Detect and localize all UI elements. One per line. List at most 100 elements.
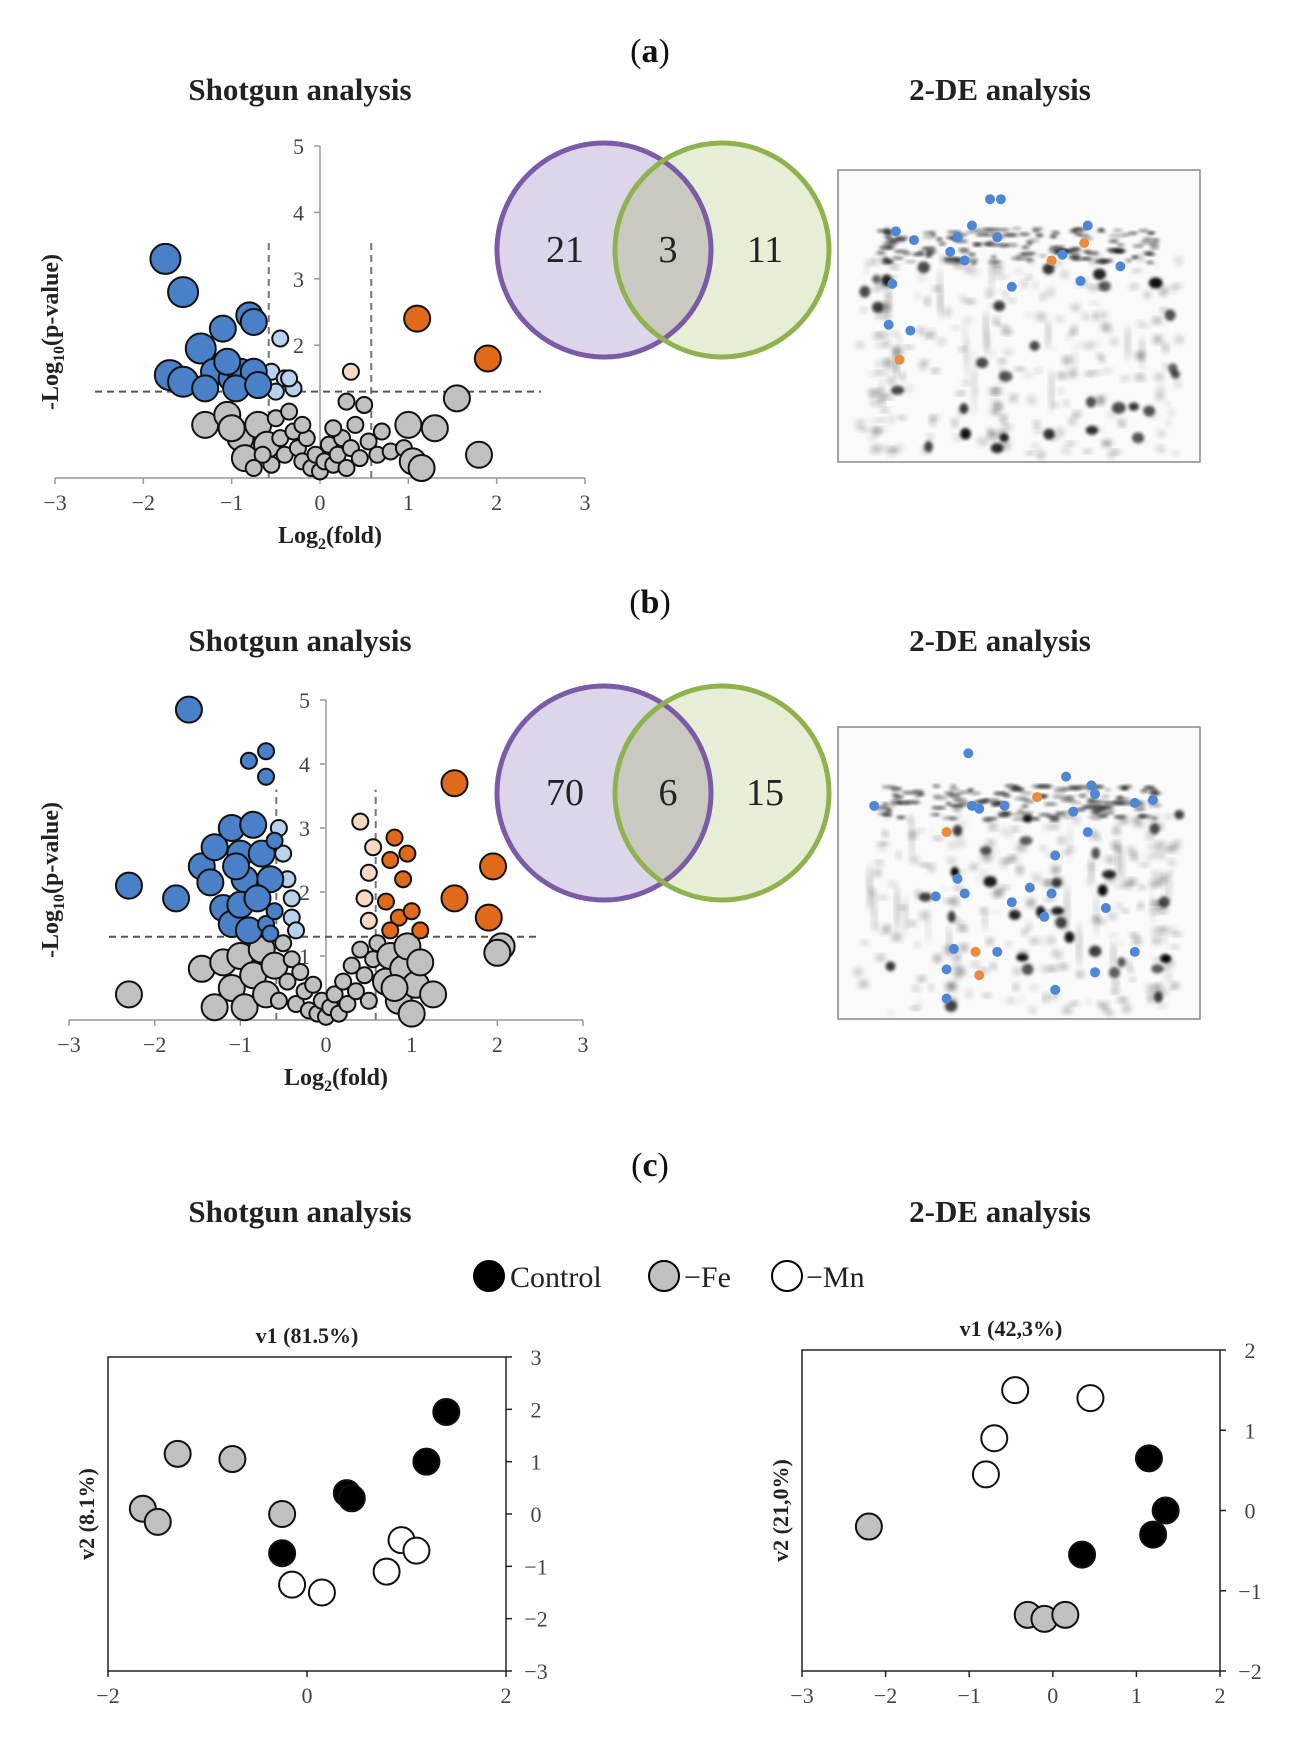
gel-spot [901, 791, 918, 795]
gel-spot [957, 790, 971, 794]
gel-spot [1146, 833, 1154, 839]
gel-spot [1138, 229, 1149, 233]
gel-spot [871, 446, 880, 453]
gel-spot [1159, 898, 1166, 906]
gel-spot [1049, 245, 1066, 250]
panel-label-c: (c) [631, 1147, 669, 1184]
gel-spot [910, 856, 920, 864]
gel-spot [970, 962, 980, 967]
gel-spot [1146, 260, 1154, 265]
data-point-down [114, 871, 143, 900]
gel-spot [1055, 316, 1064, 322]
gel-spot [875, 861, 883, 865]
y-tick-label: −3 [524, 1659, 547, 1684]
gel-spot [895, 444, 904, 450]
data-point-up [411, 921, 430, 940]
gel-spot [1122, 233, 1131, 237]
gel-spot [1113, 826, 1120, 835]
gel-spot [1098, 271, 1105, 277]
gel-spot [981, 870, 987, 876]
venn-a-right-count: 11 [747, 229, 784, 271]
legend-marker-control [473, 1260, 505, 1292]
gel-spot [967, 788, 974, 792]
gel-marker-down [869, 800, 880, 811]
data-point-ns [342, 956, 361, 975]
gel-spot [861, 940, 868, 945]
gel-spot [1172, 450, 1180, 456]
data-point-down [167, 276, 200, 309]
gel-streak [879, 377, 884, 403]
gel-spot [1093, 312, 1098, 321]
gel-spot [1036, 784, 1051, 788]
gel-marker-down [1075, 275, 1086, 286]
gel-spot [895, 236, 906, 240]
gel-spot [945, 802, 952, 806]
legend-label-minus-fe: −Fe [684, 1261, 731, 1294]
gel-spot [1041, 937, 1048, 945]
gel-spot [881, 276, 887, 280]
gel-spot [1038, 254, 1048, 258]
gel-marker-down [905, 325, 916, 336]
gel-spot [991, 262, 1001, 267]
gel-marker-down [1057, 249, 1068, 260]
venn-b-right-outline [612, 683, 832, 903]
gel-spot [1130, 933, 1139, 937]
gel-marker-down [1006, 281, 1017, 292]
gel-spot [1156, 815, 1162, 820]
data-point-up-light [341, 362, 360, 381]
gel-spot [1038, 813, 1052, 817]
gel-spot [1058, 963, 1068, 970]
gel-spot [949, 804, 965, 808]
gel-spot [1151, 928, 1161, 935]
gel-spot [1002, 233, 1019, 237]
data-point-up [473, 344, 502, 373]
gel-spot [924, 440, 933, 453]
gel-spot [986, 243, 1001, 247]
gel-spot [1053, 790, 1066, 794]
gel-spot [1015, 253, 1028, 257]
gel-spot [949, 862, 957, 866]
gel-marker-down [930, 891, 941, 902]
title-b-2de: 2-DE analysis [909, 623, 1091, 658]
gel-spot [986, 240, 996, 244]
gel-marker-down [1068, 806, 1079, 817]
gel-spot [882, 370, 892, 374]
gel-spot [1158, 880, 1165, 886]
gel-spot [997, 814, 1011, 818]
gel-spot [970, 863, 978, 871]
gel-spot [1033, 421, 1040, 427]
title-c-2de: 2-DE analysis [909, 1194, 1091, 1229]
x-tick-label: −1 [957, 1683, 980, 1708]
gel-spot [1073, 411, 1081, 417]
gel-spot [1171, 283, 1182, 289]
gel-spot [1057, 372, 1066, 379]
gel-spot [925, 297, 930, 306]
gel-spot [880, 407, 890, 412]
gel-spot [879, 418, 885, 422]
gel-spot [951, 419, 958, 426]
gel-marker-down [952, 873, 963, 884]
x-tick-label: 1 [1131, 1683, 1142, 1708]
gel-spot [949, 787, 959, 791]
data-point-ns [394, 410, 423, 439]
gel-spot [1160, 936, 1167, 943]
gel-spot [1157, 385, 1164, 391]
gel-streak [1150, 888, 1155, 926]
gel-spot [910, 1006, 920, 1010]
gel-spot [1148, 994, 1154, 1002]
gel-spot [914, 293, 921, 300]
gel-spot [954, 974, 961, 980]
gel-spot [993, 791, 1009, 796]
gel-streak [1111, 939, 1116, 970]
gel-spot [1048, 936, 1055, 944]
gel-spot [1019, 791, 1034, 795]
gel-spot [884, 359, 891, 367]
y-tick-label: 5 [299, 688, 310, 713]
gel-spot [912, 986, 920, 992]
data-point-down [265, 831, 284, 850]
y-tick-label: 1 [1245, 1418, 1256, 1443]
volcano-plot-b: −3 −2 −1 0 1 2 3 5 4 3 2 1 Log2(fold) -Log10(p-value) [38, 688, 589, 1095]
data-point-up [381, 921, 400, 940]
data-point-up [479, 852, 508, 881]
gel-spot [878, 842, 889, 846]
